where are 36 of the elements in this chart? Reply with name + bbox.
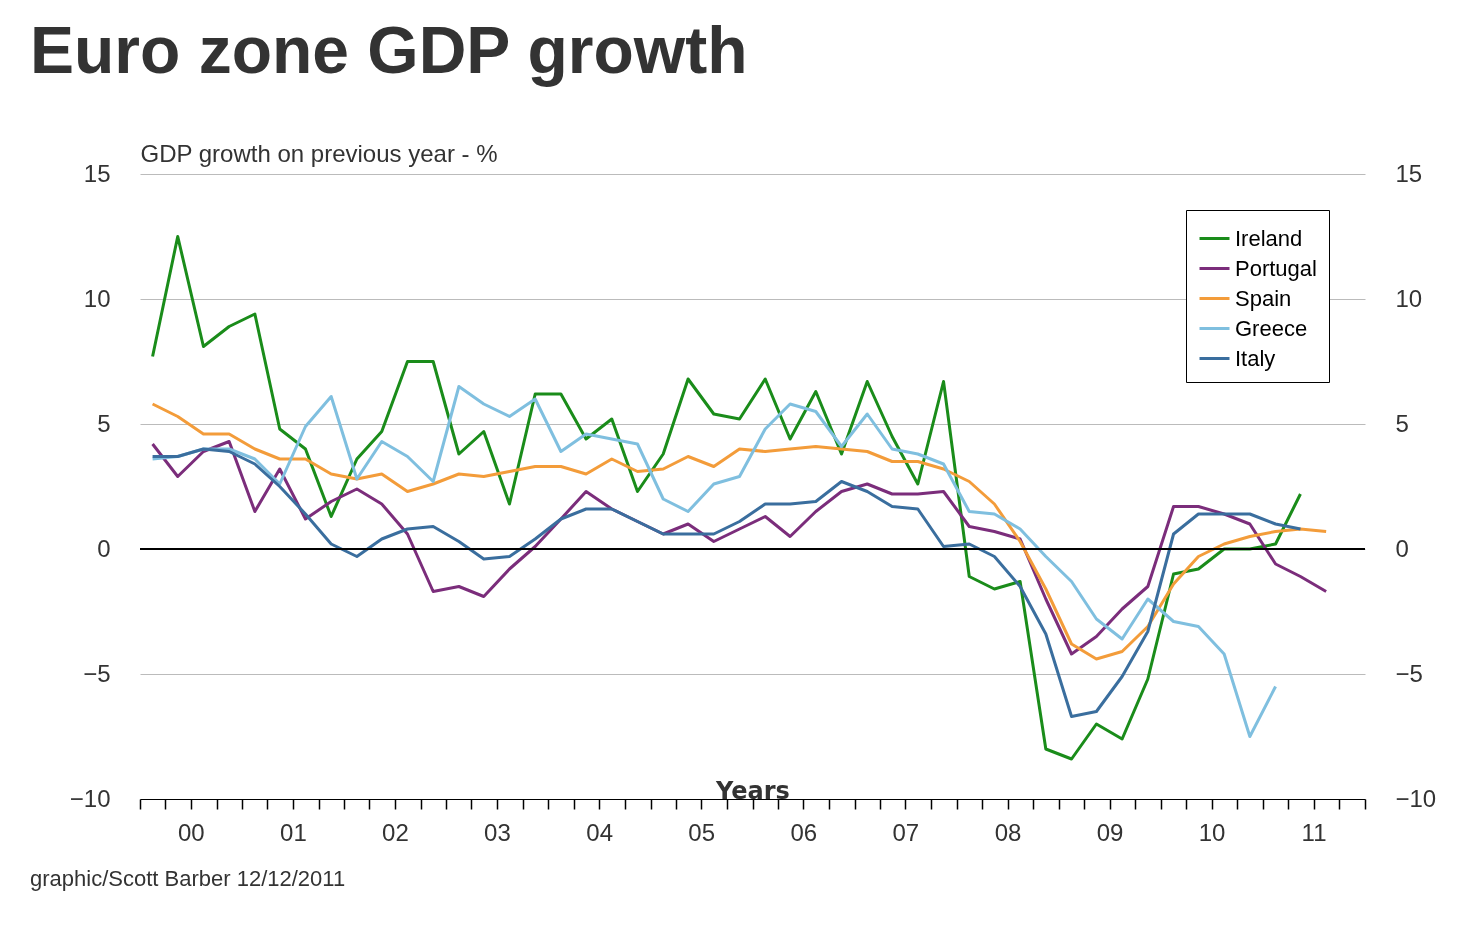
x-tick-label: 11 (1301, 818, 1327, 846)
x-tick-label: 02 (382, 818, 409, 846)
line-series (151, 447, 1302, 718)
y-tick-label: 15 (83, 159, 111, 187)
y2-tick-label: −10 (1395, 784, 1437, 812)
y-tick-label: 5 (97, 409, 111, 437)
x-tick-label: 10 (1198, 818, 1226, 846)
x-tick-label: 06 (790, 818, 818, 846)
legend-label: Ireland (1235, 225, 1303, 251)
legend-label: Portugal (1235, 255, 1317, 281)
y-tick-label: −10 (69, 784, 111, 812)
line-series (151, 385, 1278, 738)
chart-title: Euro zone GDP growth (30, 13, 748, 87)
x-tick-label: 01 (280, 818, 307, 846)
line-series (151, 402, 1328, 661)
y-tick-label: 0 (97, 534, 111, 562)
x-tick-label: 07 (892, 818, 920, 846)
legend-label: Greece (1235, 315, 1308, 341)
y-tick-label: −5 (83, 659, 111, 687)
x-tick-label: 04 (586, 818, 614, 846)
x-tick-label: 00 (178, 818, 205, 846)
text: graphic/Scott Barber 12/12/2011 (30, 866, 346, 891)
x-axis-title: Years (715, 776, 790, 805)
y2-tick-label: 0 (1395, 534, 1409, 562)
y-tick-label: 10 (83, 284, 111, 312)
x-tick-label: 03 (484, 818, 511, 846)
x-tick-label: 08 (994, 818, 1022, 846)
y2-tick-label: 15 (1395, 159, 1423, 187)
x-tick-label: 09 (1096, 818, 1124, 846)
y2-tick-label: 5 (1395, 409, 1409, 437)
x-tick-label: 05 (688, 818, 716, 846)
legend-label: Italy (1235, 345, 1276, 371)
y2-tick-label: −5 (1395, 659, 1423, 687)
y-axis-title: GDP growth on previous year - % (140, 139, 498, 167)
y2-tick-label: 10 (1395, 284, 1423, 312)
legend-label: Spain (1235, 285, 1292, 311)
